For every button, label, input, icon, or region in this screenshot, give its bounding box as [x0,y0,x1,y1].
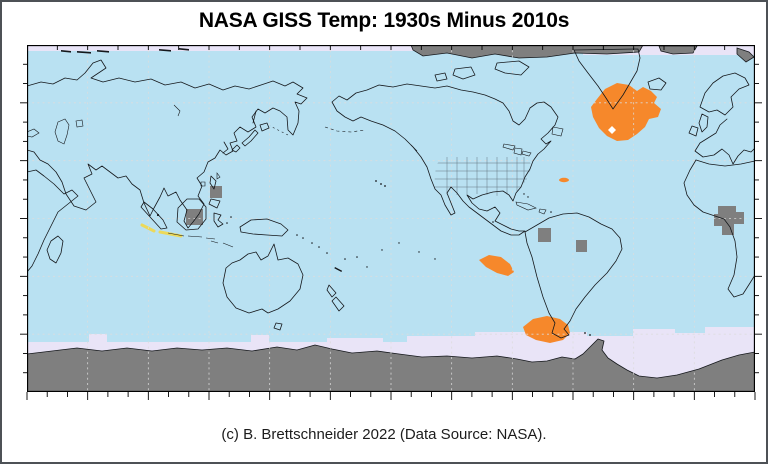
no-data-borneo [186,209,203,225]
graticule [27,45,755,392]
world-map [20,45,762,400]
no-data-philippines [210,186,222,198]
figure-title: NASA GISS Temp: 1930s Minus 2010s [198,9,570,32]
warm-anomaly-north-atlantic [591,83,661,141]
warm-anomaly-southeast-pacific [479,255,514,276]
figure-caption: (c) B. Brettschneider 2022 (Data Source:… [221,426,547,443]
warm-anomaly-fleck [559,177,569,183]
us-state-lines [434,157,532,196]
world-map-svg [20,45,762,400]
map-border [27,45,755,392]
no-data-africa [714,206,744,235]
no-data-brazil [538,228,587,252]
axis-ticks [20,46,762,400]
coastlines [27,48,755,339]
warm-anomaly-hole [608,126,616,134]
small-islands [156,180,591,336]
